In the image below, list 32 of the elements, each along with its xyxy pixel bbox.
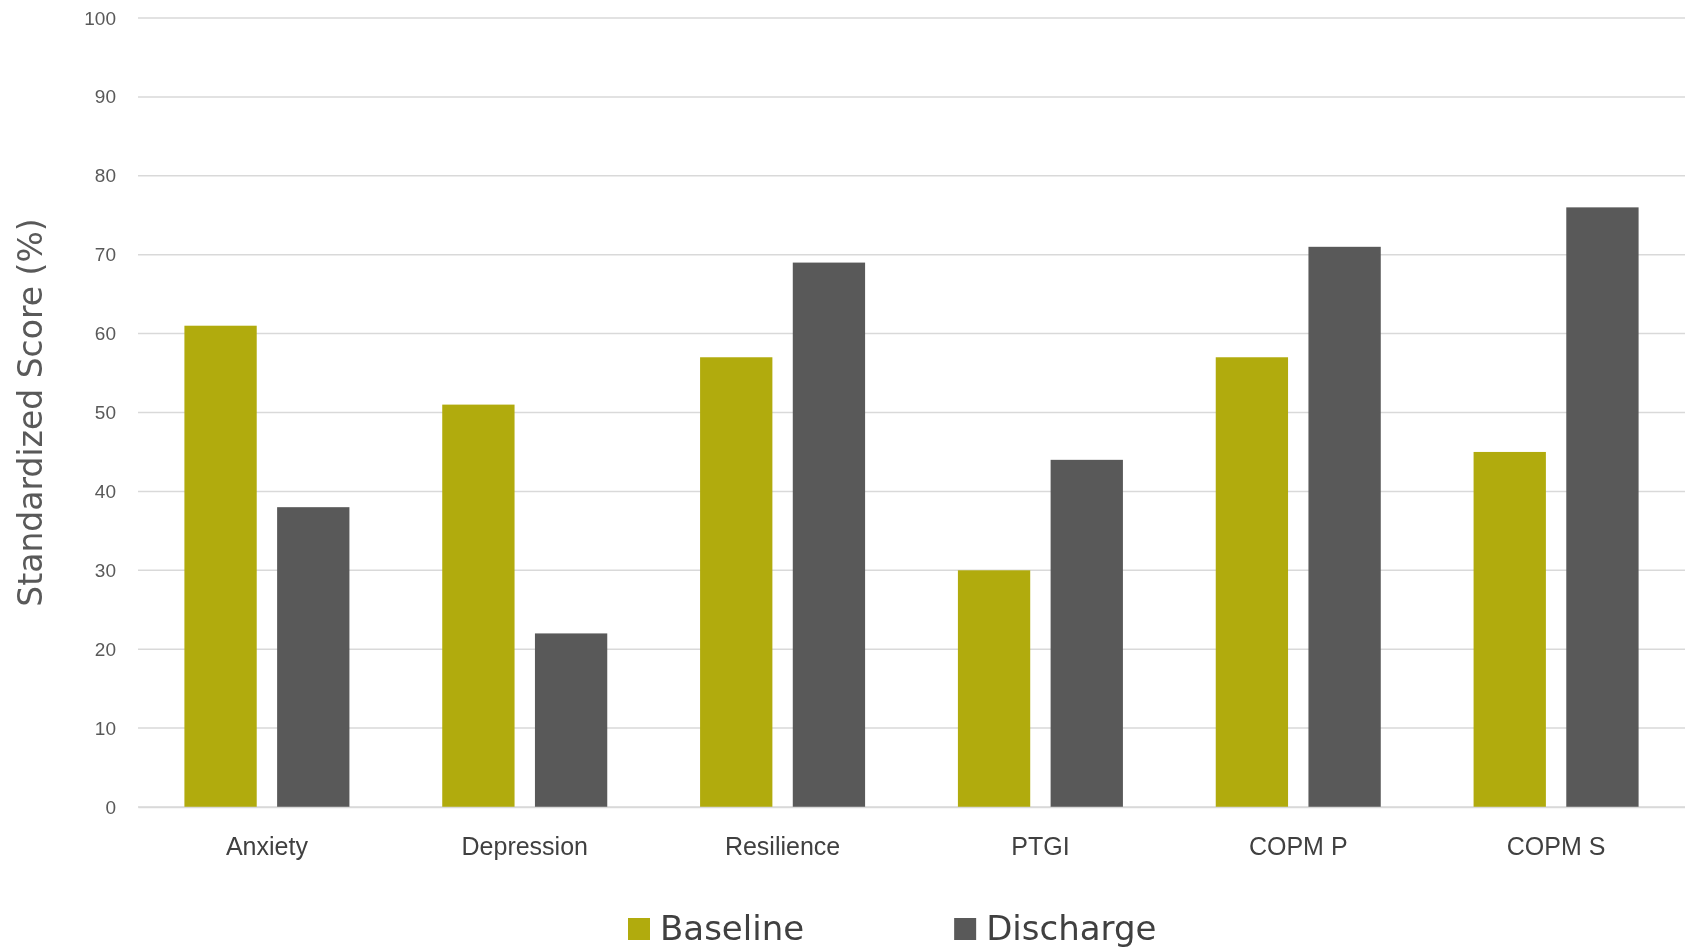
y-tick-label: 100 [84,7,116,29]
x-tick-label: PTGI [1011,831,1070,860]
x-tick-label: Resilience [724,831,841,860]
y-tick-label: 0 [105,796,116,818]
bar [1215,357,1289,807]
bar [700,357,773,807]
y-tick-label: 30 [94,559,116,581]
x-tick-label: COPM S [1506,831,1606,860]
y-tick-label: 50 [94,402,116,424]
legend-label: Baseline [660,908,805,948]
bar [1473,451,1546,807]
legend-label: Discharge [986,908,1157,948]
bar [1308,246,1381,807]
x-tick-label: COPM P [1248,831,1348,860]
bar [1050,459,1123,807]
bar [442,404,515,807]
y-tick-label: 10 [94,717,116,739]
x-tick-label: Anxiety [225,831,309,860]
bar [184,325,257,807]
bar [534,633,608,807]
y-axis-title: Standardized Score (%) [11,218,50,607]
bar [277,507,350,807]
y-tick-label: 60 [94,323,116,345]
y-tick-label: 90 [94,86,116,108]
bar [792,262,866,807]
x-tick-label: Depression [461,831,588,860]
bar [957,570,1031,807]
y-tick-label: 40 [94,480,116,502]
y-tick-label: 80 [94,165,116,187]
y-tick-label: 20 [94,638,116,660]
bar [1566,207,1639,807]
y-tick-label: 70 [94,244,116,266]
